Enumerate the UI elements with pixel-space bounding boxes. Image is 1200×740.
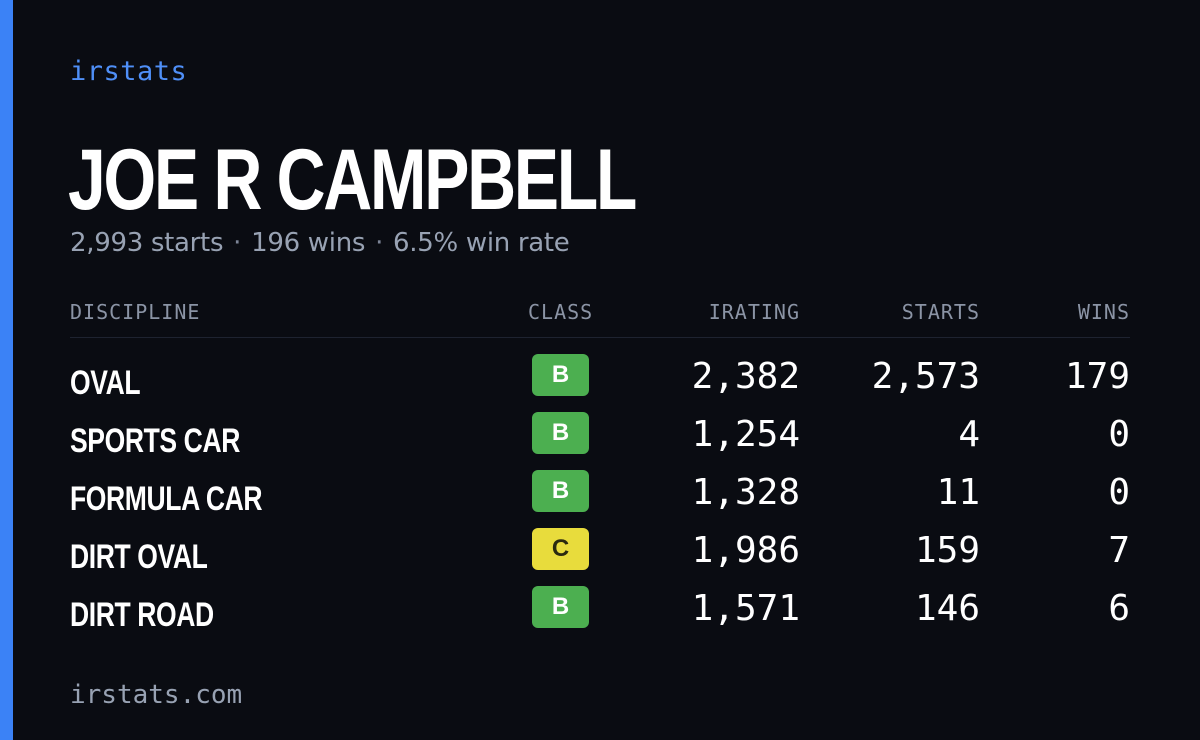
class-badge: B (532, 354, 589, 396)
wins-value: 6 (1108, 588, 1130, 629)
discipline-label: DIRT OVAL (70, 538, 208, 576)
irating-value: 1,328 (691, 472, 800, 513)
wins-value: 0 (1108, 414, 1130, 455)
starts-value: 159 (914, 530, 980, 571)
wins-value: 179 (1064, 356, 1130, 397)
starts-value: 4 (958, 414, 980, 455)
discipline-label: SPORTS CAR (70, 422, 240, 460)
brand-logo: irstats (70, 56, 188, 87)
summary-starts: 2,993 starts (70, 228, 224, 258)
table-header: DISCIPLINE CLASS IRATING STARTS WINS (70, 300, 1130, 338)
discipline-label: FORMULA CAR (70, 480, 263, 518)
discipline-label: OVAL (70, 364, 141, 402)
summary-separator: · (233, 228, 242, 258)
table-row: FORMULA CAR B 1,328 11 0 (70, 470, 1130, 528)
starts-value: 146 (914, 588, 980, 629)
wins-value: 7 (1108, 530, 1130, 571)
starts-value: 2,573 (871, 356, 980, 397)
driver-summary: 2,993 starts · 196 wins · 6.5% win rate (70, 228, 570, 258)
summary-separator: · (375, 228, 384, 258)
discipline-label: DIRT ROAD (70, 596, 214, 634)
page-title: JOE R CAMPBELL (68, 132, 637, 228)
class-badge: B (532, 412, 589, 454)
header-class: CLASS (528, 300, 594, 324)
table-row: DIRT OVAL C 1,986 159 7 (70, 528, 1130, 586)
irating-value: 1,254 (691, 414, 800, 455)
header-irating: IRATING (708, 300, 800, 324)
summary-wins: 196 wins (251, 228, 366, 258)
wins-value: 0 (1108, 472, 1130, 513)
starts-value: 11 (936, 472, 980, 513)
table-row: DIRT ROAD B 1,571 146 6 (70, 586, 1130, 644)
table-row: SPORTS CAR B 1,254 4 0 (70, 412, 1130, 470)
irating-value: 1,571 (691, 588, 800, 629)
header-wins: WINS (1077, 300, 1130, 324)
summary-win-rate: 6.5% win rate (393, 228, 570, 258)
footer-url: irstats.com (70, 680, 243, 710)
class-badge: B (532, 470, 589, 512)
irating-value: 2,382 (691, 356, 800, 397)
table-row: OVAL B 2,382 2,573 179 (70, 354, 1130, 412)
header-starts: STARTS (901, 300, 980, 324)
accent-bar (0, 0, 13, 740)
class-badge: B (532, 586, 589, 628)
header-discipline: DISCIPLINE (70, 300, 201, 324)
irating-value: 1,986 (691, 530, 800, 571)
class-badge: C (532, 528, 589, 570)
